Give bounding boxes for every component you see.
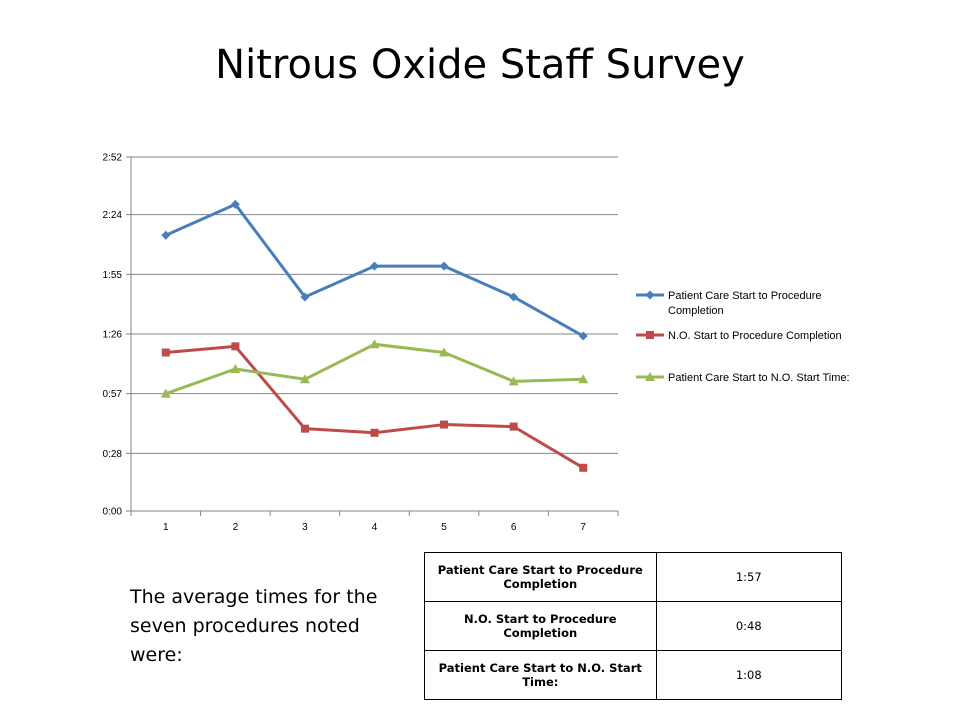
y-tick-label: 2:52 xyxy=(103,153,123,164)
x-axis-tick-labels: 1 2 3 4 5 6 7 xyxy=(163,522,586,533)
data-point-square xyxy=(370,428,379,437)
data-point-diamond xyxy=(370,261,379,271)
table-row-label: Patient Care Start to N.O. Start Time: xyxy=(424,650,657,700)
legend-label: Patient Care Start to Procedure Completio… xyxy=(668,290,821,317)
table-row-label: Patient Care Start to Procedure Completi… xyxy=(424,552,657,602)
chart-series xyxy=(160,199,589,472)
x-tick-label: 1 xyxy=(163,522,169,533)
data-point-diamond xyxy=(509,292,519,302)
data-point-triangle xyxy=(230,363,241,373)
series-2 xyxy=(161,342,588,472)
data-point-triangle xyxy=(578,374,589,384)
y-tick-label: 0:00 xyxy=(103,507,123,518)
x-tick-label: 6 xyxy=(511,522,517,533)
legend-label: N.O. Start to Procedure Completion xyxy=(668,330,842,342)
series-line xyxy=(165,342,584,396)
data-point-diamond xyxy=(161,230,171,240)
x-tick-label: 3 xyxy=(302,522,308,533)
legend-item: N.O. Start to Procedure Completion xyxy=(636,330,842,342)
legend-label: Patient Care Start to N.O. Start Time: xyxy=(668,372,850,384)
data-point-square xyxy=(161,348,170,357)
data-point-square xyxy=(231,342,240,351)
table-row: N.O. Start to Procedure Completion 0:48 xyxy=(424,601,843,651)
x-tick-label: 7 xyxy=(580,522,586,533)
data-point-square xyxy=(579,463,588,472)
data-point-square xyxy=(509,422,518,431)
data-point-triangle xyxy=(369,339,380,349)
y-tick-label: 0:28 xyxy=(103,449,123,460)
y-tick-label: 0:57 xyxy=(103,389,123,400)
data-point-triangle xyxy=(160,388,171,398)
table-row: Patient Care Start to N.O. Start Time: 1… xyxy=(424,650,843,700)
chart-legend: Patient Care Start to Procedure Completio… xyxy=(636,290,850,384)
data-point-diamond xyxy=(645,290,655,300)
data-point-square xyxy=(646,331,654,339)
data-point-triangle xyxy=(645,372,655,381)
table-row-value: 1:08 xyxy=(655,650,843,700)
table-row-label: N.O. Start to Procedure Completion xyxy=(424,601,657,651)
series-line xyxy=(165,344,584,470)
y-tick-label: 2:24 xyxy=(103,210,123,221)
y-axis-tick-labels: 0:00 0:28 0:57 1:26 1:55 2:24 2:52 xyxy=(103,153,123,518)
x-tick-label: 5 xyxy=(441,522,447,533)
data-point-triangle xyxy=(299,374,310,384)
line-chart: 0:00 0:28 0:57 1:26 1:55 2:24 2:52 1 2 3 4 5 6 7 Pat… xyxy=(103,153,850,534)
table-row-value: 1:57 xyxy=(655,552,843,602)
y-tick-label: 1:55 xyxy=(103,270,123,281)
data-point-diamond xyxy=(439,261,449,271)
data-point-diamond xyxy=(300,292,310,302)
legend-item: Patient Care Start to Procedure Completio… xyxy=(636,290,821,317)
chart-gridlines xyxy=(131,156,618,454)
data-point-diamond xyxy=(230,199,240,209)
data-point-diamond xyxy=(578,331,588,341)
table-row-value: 0:48 xyxy=(655,601,843,651)
data-point-square xyxy=(440,420,449,429)
legend-item: Patient Care Start to N.O. Start Time: xyxy=(636,372,850,384)
average-times-table: Patient Care Start to Procedure Completi… xyxy=(424,552,843,700)
average-times-note: The average times for the seven procedur… xyxy=(130,586,378,666)
chart-axes xyxy=(126,156,619,516)
series-1 xyxy=(161,199,588,341)
data-point-triangle xyxy=(439,347,450,357)
x-tick-label: 4 xyxy=(372,522,378,533)
data-point-square xyxy=(300,424,309,433)
slide-title: Nitrous Oxide Staff Survey xyxy=(215,42,745,88)
series-3 xyxy=(160,339,589,398)
y-tick-label: 1:26 xyxy=(103,330,123,341)
data-point-triangle xyxy=(508,376,519,386)
x-tick-label: 2 xyxy=(233,522,239,533)
table-row: Patient Care Start to Procedure Completi… xyxy=(424,552,843,602)
